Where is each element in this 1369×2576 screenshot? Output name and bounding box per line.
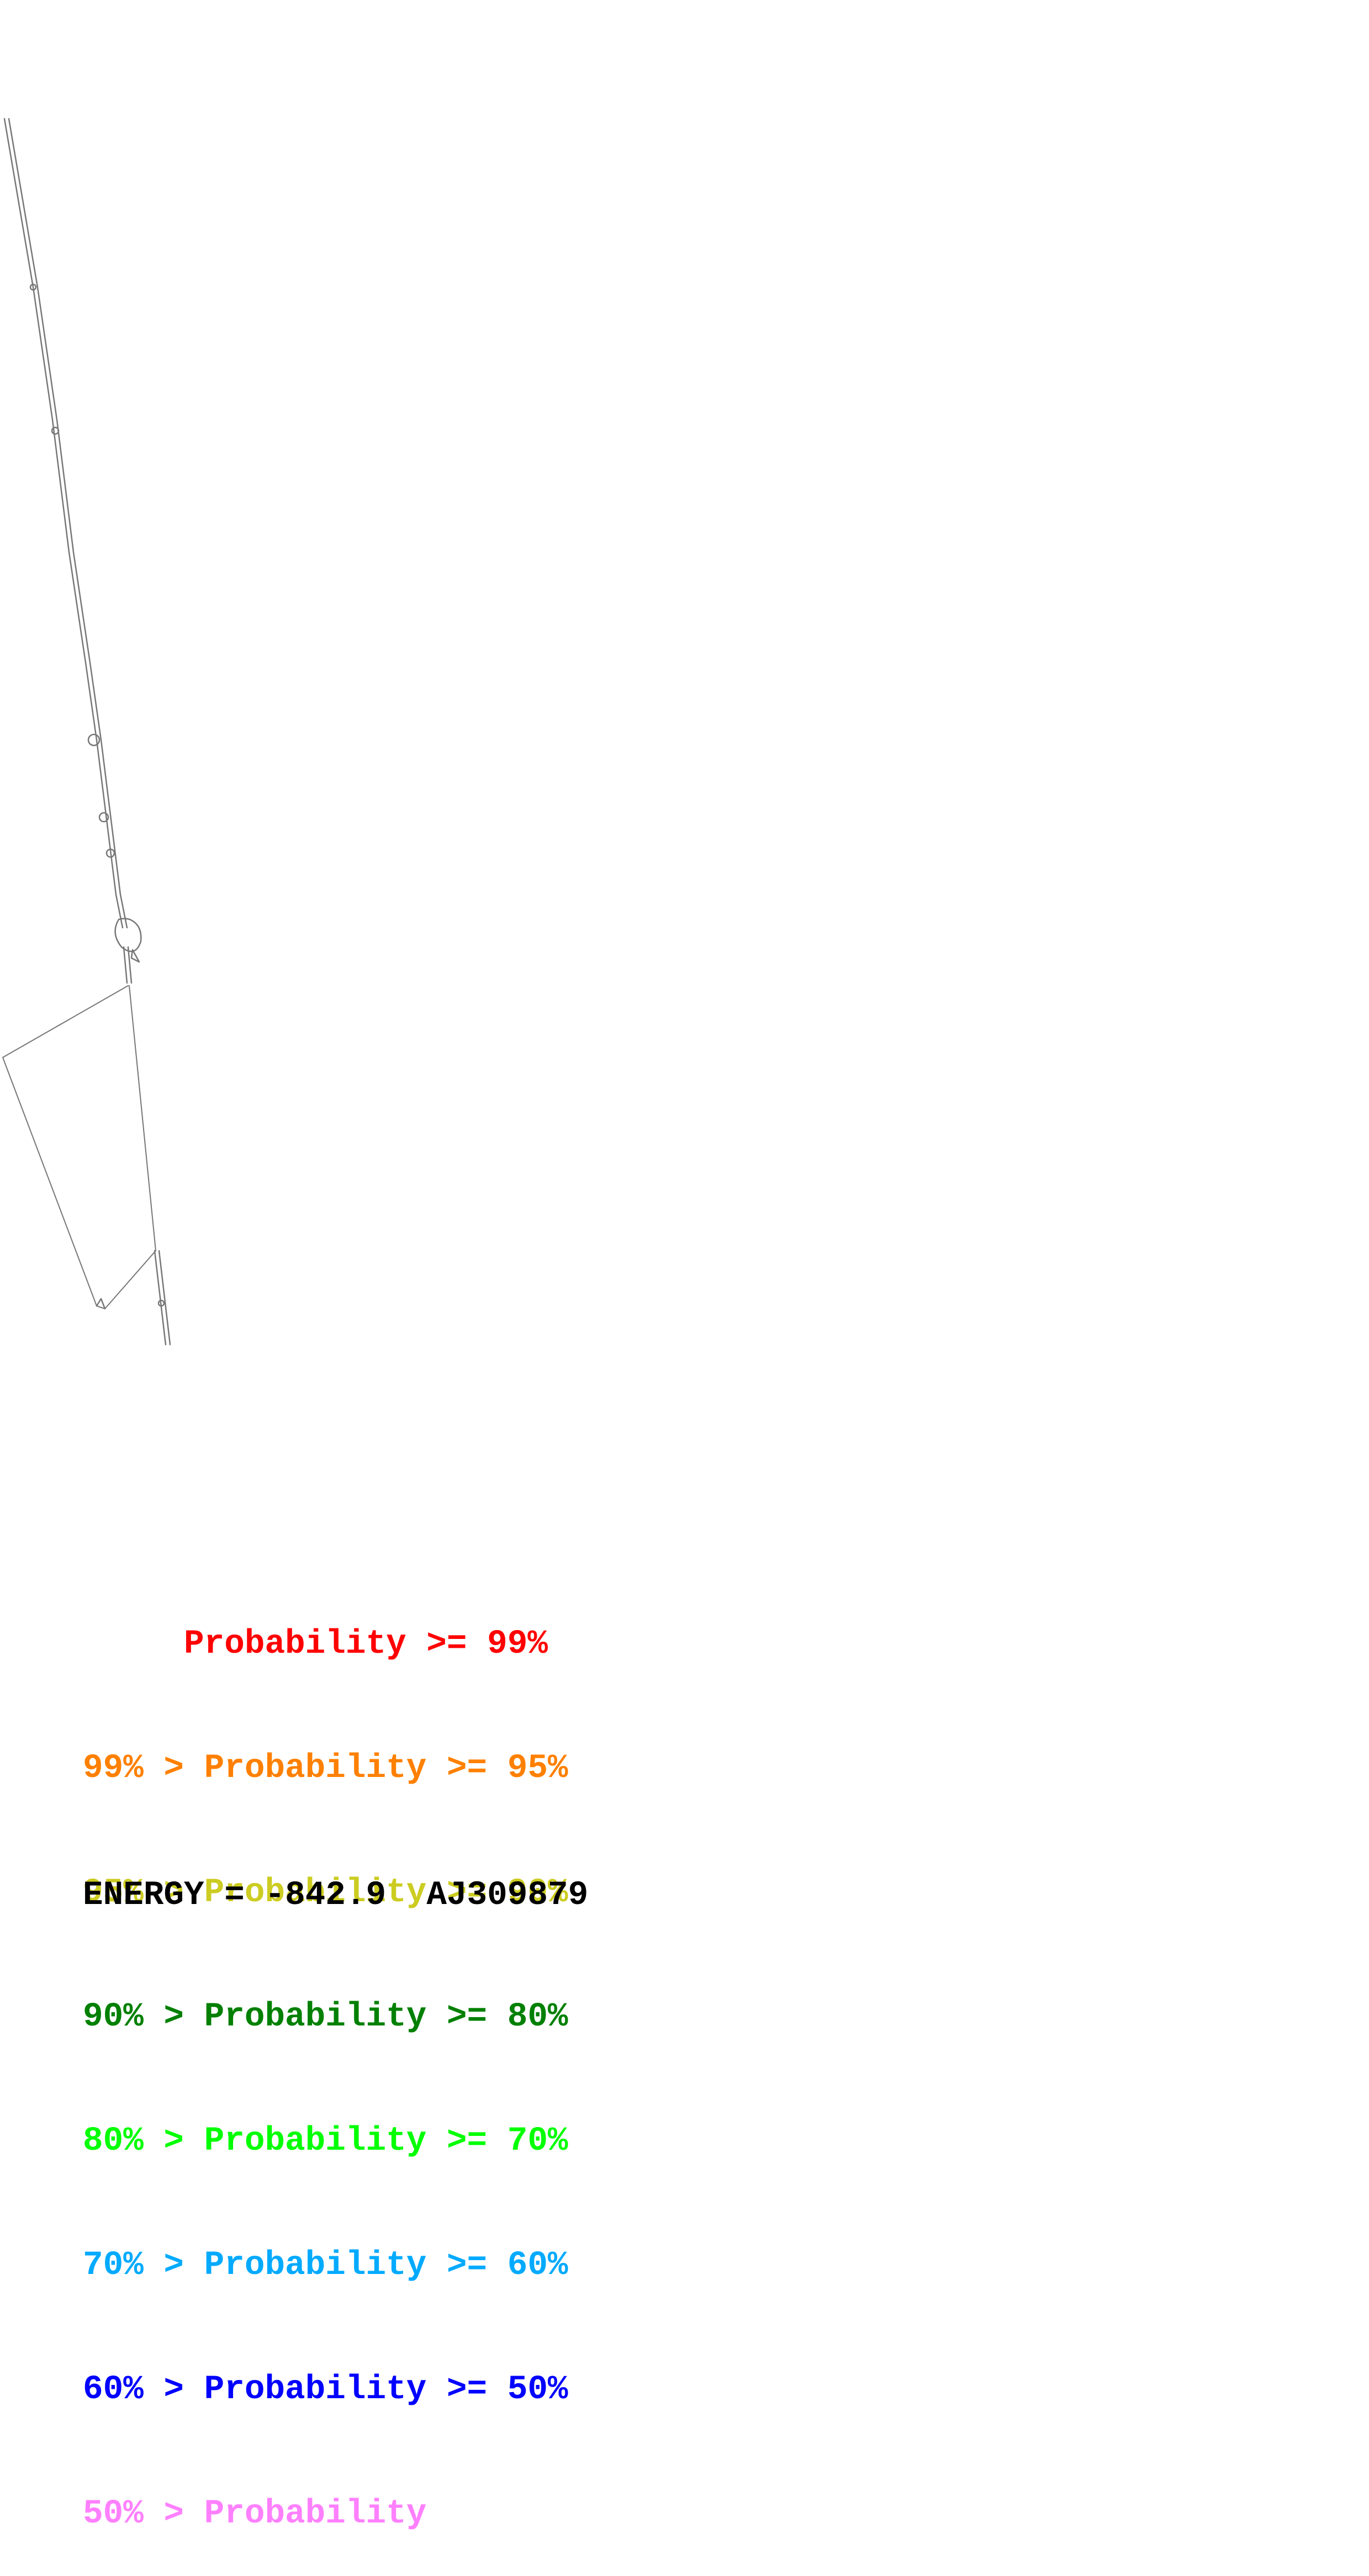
legend-row-99: Probability >= 99% (83, 1625, 548, 1663)
legend-row-60: 70% > Probability >= 60% (83, 2246, 568, 2284)
legend-row-below-50: 50% > Probability (83, 2495, 427, 2533)
energy-footer: ENERGY = -842.9 AJ309879 (83, 1875, 588, 1916)
short-hairpin (96, 1298, 106, 1310)
helix-strand-b (127, 946, 133, 984)
internal-loop (98, 812, 109, 823)
internal-loop (157, 1299, 165, 1307)
short-hairpin (130, 949, 140, 963)
multiloop (114, 918, 142, 953)
helix-strand-a (154, 1250, 167, 1346)
internal-loop (51, 426, 60, 435)
energy-value: -842.9 (265, 1876, 387, 1914)
internal-loop (29, 283, 37, 291)
internal-loop (105, 848, 115, 858)
legend-row-80: 90% > Probability >= 80% (83, 1998, 568, 2036)
unpaired-region (2, 985, 156, 1309)
legend-row-95: 99% > Probability >= 95% (83, 1749, 568, 1787)
legend-row-70: 80% > Probability >= 70% (83, 2122, 568, 2160)
helix-strand-a (123, 946, 128, 984)
rna-backbone (2, 118, 171, 1346)
legend-row-50: 60% > Probability >= 50% (83, 2371, 568, 2409)
sequence-id: AJ309879 (426, 1876, 589, 1914)
energy-label: ENERGY = (83, 1876, 245, 1914)
internal-loop (87, 733, 101, 747)
helix-strand-b (8, 118, 128, 929)
legend-row-90: 95% > Probability >= 90% (83, 1874, 568, 1912)
probability-legend: Probability >= 99% 99% > Probability >= … (83, 1541, 568, 2576)
helix-strand-b (158, 1250, 171, 1346)
rna-structure-diagram (2, 118, 171, 1346)
helix-strand-a (3, 118, 124, 929)
